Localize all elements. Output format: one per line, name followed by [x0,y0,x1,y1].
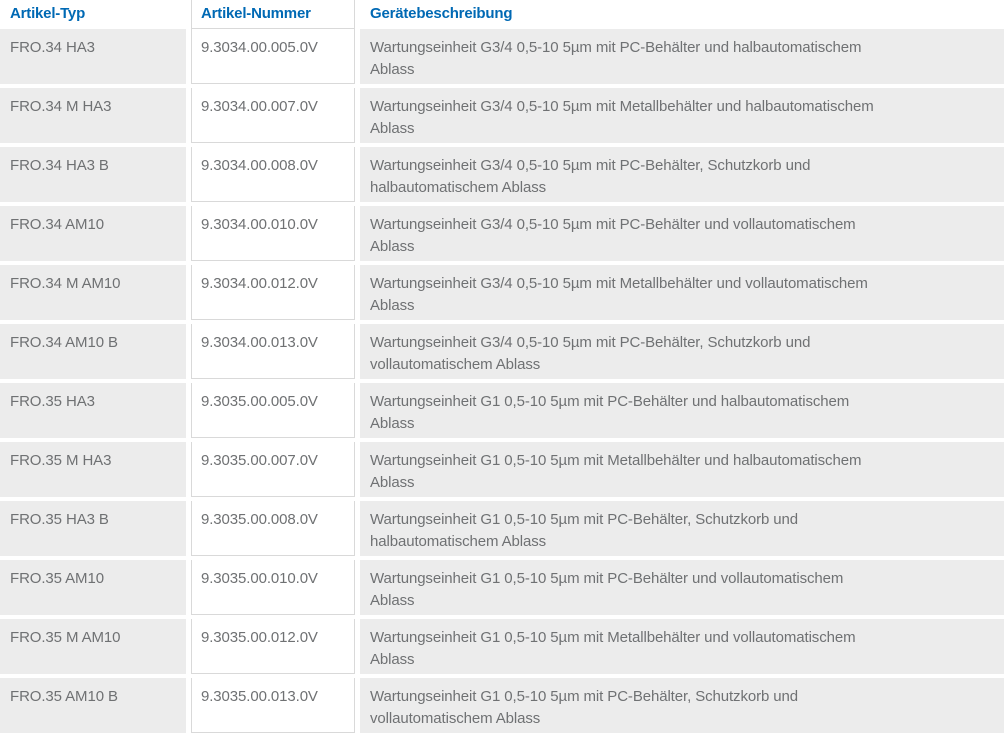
table-header-row: Artikel-Typ Artikel-Nummer Gerätebeschre… [0,0,1004,29]
column-header-geraetebeschreibung: Gerätebeschreibung [360,0,1004,29]
article-type-cell: FRO.34 M HA3 [0,88,186,143]
description-cell: Wartungseinheit G3/4 0,5-10 5µm mit PC-B… [360,324,1004,379]
description-cell: Wartungseinheit G1 0,5-10 5µm mit PC-Beh… [360,501,1004,556]
article-type-cell: FRO.34 HA3 [0,29,186,84]
description-cell: Wartungseinheit G1 0,5-10 5µm mit Metall… [360,442,1004,497]
column-header-artikel-typ: Artikel-Typ [0,0,186,29]
article-type-cell: FRO.35 M HA3 [0,442,186,497]
article-type-cell: FRO.35 AM10 B [0,678,186,733]
article-type-cell: FRO.35 AM10 [0,560,186,615]
article-type-cell: FRO.34 HA3 B [0,147,186,202]
description-cell: Wartungseinheit G3/4 0,5-10 5µm mit PC-B… [360,206,1004,261]
article-type-cell: FRO.35 M AM10 [0,619,186,674]
table-row: FRO.35 AM10 9.3035.00.010.0V Wartungsein… [0,560,1004,615]
article-number-cell: 9.3035.00.012.0V [191,619,355,674]
description-cell: Wartungseinheit G3/4 0,5-10 5µm mit Meta… [360,88,1004,143]
description-cell: Wartungseinheit G3/4 0,5-10 5µm mit Meta… [360,265,1004,320]
table-body: FRO.34 HA3 9.3034.00.005.0V Wartungseinh… [0,29,1004,733]
table-row: FRO.34 AM10 9.3034.00.010.0V Wartungsein… [0,206,1004,261]
article-number-cell: 9.3035.00.010.0V [191,560,355,615]
article-number-cell: 9.3035.00.008.0V [191,501,355,556]
description-cell: Wartungseinheit G1 0,5-10 5µm mit PC-Beh… [360,678,1004,733]
column-header-artikel-nummer: Artikel-Nummer [191,0,355,29]
article-number-cell: 9.3034.00.012.0V [191,265,355,320]
table-row: FRO.35 HA3 9.3035.00.005.0V Wartungseinh… [0,383,1004,438]
article-number-cell: 9.3034.00.008.0V [191,147,355,202]
article-type-cell: FRO.34 AM10 B [0,324,186,379]
table-row: FRO.34 M AM10 9.3034.00.012.0V Wartungse… [0,265,1004,320]
description-cell: Wartungseinheit G1 0,5-10 5µm mit Metall… [360,619,1004,674]
article-type-cell: FRO.34 AM10 [0,206,186,261]
article-number-cell: 9.3035.00.007.0V [191,442,355,497]
table-row: FRO.35 HA3 B 9.3035.00.008.0V Wartungsei… [0,501,1004,556]
article-type-cell: FRO.35 HA3 [0,383,186,438]
table-row: FRO.34 M HA3 9.3034.00.007.0V Wartungsei… [0,88,1004,143]
article-type-cell: FRO.35 HA3 B [0,501,186,556]
description-cell: Wartungseinheit G1 0,5-10 5µm mit PC-Beh… [360,560,1004,615]
table-row: FRO.34 AM10 B 9.3034.00.013.0V Wartungse… [0,324,1004,379]
article-number-cell: 9.3034.00.010.0V [191,206,355,261]
table-row: FRO.35 M HA3 9.3035.00.007.0V Wartungsei… [0,442,1004,497]
article-type-cell: FRO.34 M AM10 [0,265,186,320]
table-row: FRO.35 AM10 B 9.3035.00.013.0V Wartungse… [0,678,1004,733]
description-cell: Wartungseinheit G3/4 0,5-10 5µm mit PC-B… [360,29,1004,84]
article-number-cell: 9.3035.00.013.0V [191,678,355,733]
table-row: FRO.35 M AM10 9.3035.00.012.0V Wartungse… [0,619,1004,674]
description-cell: Wartungseinheit G1 0,5-10 5µm mit PC-Beh… [360,383,1004,438]
article-number-cell: 9.3034.00.007.0V [191,88,355,143]
table-row: FRO.34 HA3 B 9.3034.00.008.0V Wartungsei… [0,147,1004,202]
description-cell: Wartungseinheit G3/4 0,5-10 5µm mit PC-B… [360,147,1004,202]
table-row: FRO.34 HA3 9.3034.00.005.0V Wartungseinh… [0,29,1004,84]
article-number-cell: 9.3034.00.005.0V [191,29,355,84]
article-number-cell: 9.3035.00.005.0V [191,383,355,438]
article-number-cell: 9.3034.00.013.0V [191,324,355,379]
